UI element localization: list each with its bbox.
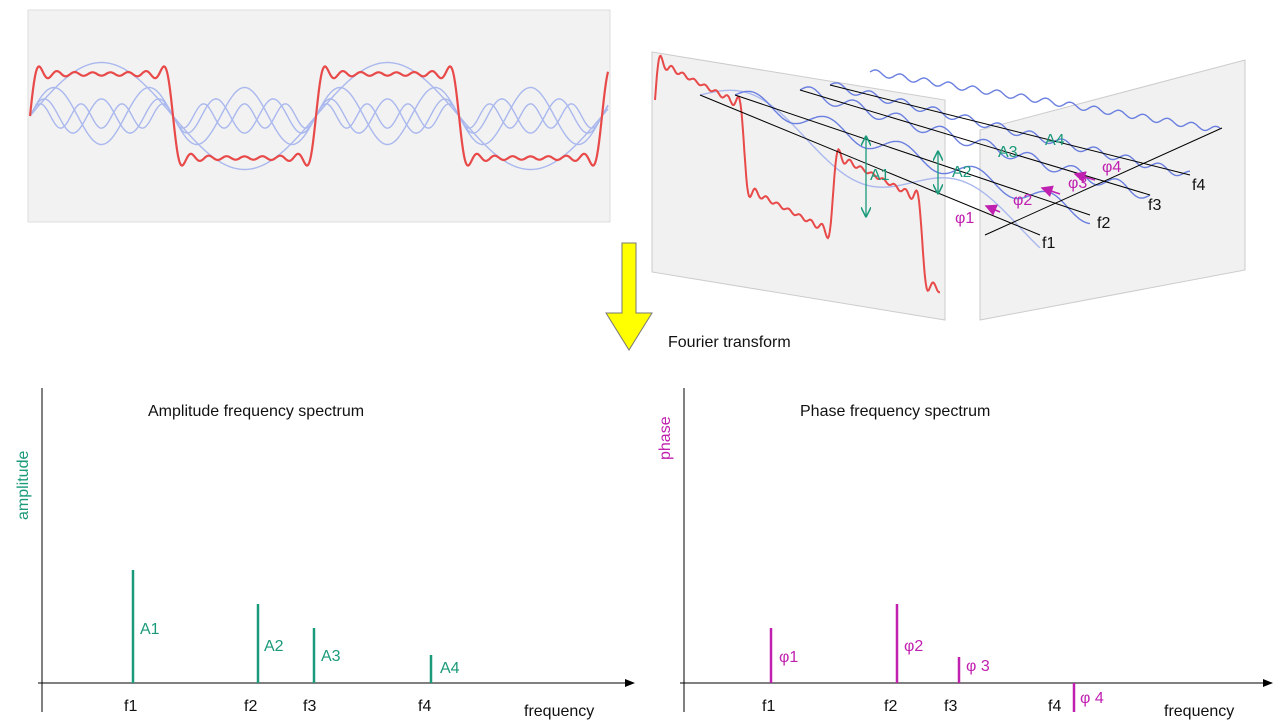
phase-label: φ3	[1068, 175, 1087, 192]
y-axis-label: amplitude	[15, 451, 32, 520]
phase-label: φ 4	[1080, 690, 1104, 707]
amplitude-label: A4	[440, 660, 460, 677]
x-axis-label: frequency	[1164, 703, 1234, 720]
chart-title: Amplitude frequency spectrum	[148, 403, 364, 420]
f-line	[829, 84, 1191, 176]
frequency-label: f1	[1042, 235, 1055, 252]
time-signal	[28, 61, 610, 171]
amplitude-label: A2	[264, 638, 284, 655]
amplitude-label: A4	[1045, 132, 1065, 149]
square-wave	[28, 65, 610, 167]
harmonic-wave	[829, 82, 1191, 177]
amplitude-label: A3	[321, 648, 341, 665]
harmonic-wave	[29, 103, 609, 129]
frequency-label: f4	[1192, 177, 1205, 194]
f-line	[734, 94, 1091, 216]
phase-label: φ4	[1102, 159, 1121, 176]
frequency-plane	[979, 59, 1246, 321]
phase-label: φ 3	[966, 658, 990, 675]
square-wave	[654, 54, 940, 294]
x-tick-label: f3	[303, 698, 316, 715]
x-tick-label: f3	[944, 698, 957, 715]
x-axis-label: frequency	[524, 703, 594, 720]
amplitude-label: A2	[952, 164, 972, 181]
arrow-label: Fourier transform	[668, 334, 791, 351]
amplitude-label: A1	[870, 167, 890, 184]
x-tick-label: f4	[1048, 698, 1061, 715]
harmonic-wave	[29, 61, 609, 171]
transform-arrow	[605, 242, 653, 351]
phase-label: φ2	[904, 638, 923, 655]
f-line	[799, 89, 1151, 196]
amplitude-label: A3	[998, 144, 1018, 161]
phase-label: φ1	[779, 649, 798, 666]
x-tick-label: f2	[884, 698, 897, 715]
harmonic-wave	[869, 69, 1221, 132]
amplitude-label: A1	[140, 621, 160, 638]
frequency-label: f2	[1097, 215, 1110, 232]
phase-arrow	[984, 204, 1001, 216]
phase-arrow	[1073, 171, 1096, 183]
chart-title: Phase frequency spectrum	[800, 403, 990, 420]
phase-label: φ2	[1013, 192, 1032, 209]
x-tick-label: f1	[762, 698, 775, 715]
x-tick-label: f4	[418, 698, 431, 715]
frequency-label: f3	[1148, 197, 1161, 214]
x-tick-label: f2	[244, 698, 257, 715]
x-tick-label: f1	[124, 698, 137, 715]
time-plane	[651, 51, 946, 321]
phase-label: φ1	[955, 210, 974, 227]
phase-arrow	[1040, 185, 1061, 198]
y-axis-label: phase	[657, 416, 674, 460]
